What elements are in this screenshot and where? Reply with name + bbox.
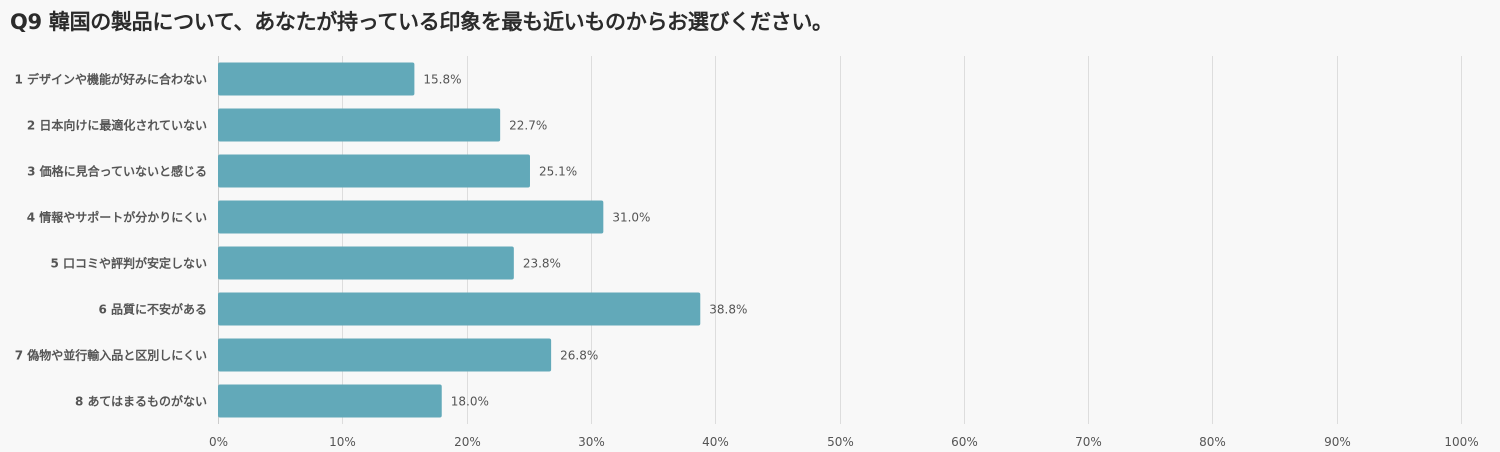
x-axis-tick-labels: 0% 10% 20% 30% 40% 50% 60% 70% 80% 90% 100% (209, 435, 1479, 449)
category-label: 2 日本向けに最適化されていない (27, 118, 207, 133)
x-tick-label: 40% (702, 435, 729, 449)
bar (218, 292, 701, 326)
category-labels: 1 デザインや機能が好みに合わない 2 日本向けに最適化されていない 3 価格に見合… (14, 72, 207, 409)
data-label: 26.8% (560, 349, 598, 363)
x-tick-label: 30% (578, 435, 605, 449)
x-tick-label: 0% (209, 435, 228, 449)
category-label: 3 価格に見合っていないと感じる (27, 164, 207, 179)
data-label: 22.7% (509, 119, 547, 133)
data-label: 15.8% (423, 73, 461, 87)
x-tick-label: 50% (827, 435, 854, 449)
bar (218, 246, 514, 280)
chart-title: Q9 韓国の製品について、あなたが持っている印象を最も近いものからお選びください… (10, 10, 833, 34)
category-label: 6 品質に不安がある (98, 302, 207, 317)
bar (218, 62, 415, 96)
bar (218, 338, 552, 372)
data-label: 23.8% (523, 257, 561, 271)
category-label: 7 偽物や並行輸入品と区別しにくい (15, 348, 207, 363)
x-tick-label: 100% (1444, 435, 1478, 449)
bar (218, 108, 501, 142)
data-label: 18.0% (451, 395, 489, 409)
bars (218, 62, 701, 418)
bar (218, 384, 442, 418)
bar (218, 154, 530, 188)
category-label: 4 情報やサポートが分かりにくい (27, 210, 207, 225)
category-label: 5 口コミや評判が安定しない (50, 256, 207, 271)
data-label: 25.1% (539, 165, 577, 179)
data-label: 31.0% (612, 211, 650, 225)
category-label: 1 デザインや機能が好みに合わない (14, 72, 207, 87)
bar (218, 200, 604, 234)
x-tick-label: 10% (329, 435, 356, 449)
value-labels: 15.8% 22.7% 25.1% 31.0% 23.8% 38.8% 26.8% 18.0% (423, 73, 747, 409)
category-label: 8 あてはまるものがない (75, 394, 207, 409)
x-tick-label: 70% (1075, 435, 1102, 449)
x-tick-label: 20% (454, 435, 481, 449)
x-tick-label: 90% (1324, 435, 1351, 449)
x-tick-label: 80% (1199, 435, 1226, 449)
data-label: 38.8% (709, 303, 747, 317)
x-tick-label: 60% (951, 435, 978, 449)
